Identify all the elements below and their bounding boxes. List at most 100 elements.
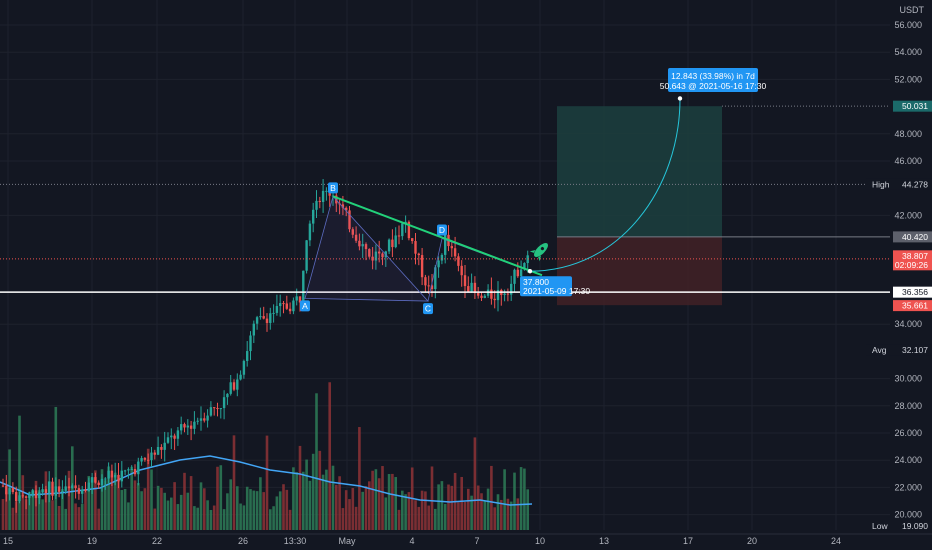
volume-bar bbox=[137, 483, 140, 530]
volume-bar bbox=[308, 480, 312, 530]
candle-body bbox=[123, 470, 127, 472]
volume-bar bbox=[216, 466, 219, 530]
candle-body bbox=[298, 296, 302, 303]
candle-body bbox=[94, 477, 97, 483]
volume-bar bbox=[443, 503, 447, 530]
candle-body bbox=[262, 316, 265, 319]
low-tag-bg bbox=[866, 520, 932, 532]
candle-body bbox=[361, 244, 364, 247]
price-tick-label: 22.000 bbox=[894, 482, 922, 492]
candle-body bbox=[411, 238, 414, 242]
candle-body bbox=[242, 360, 246, 375]
candle-body bbox=[8, 488, 11, 495]
candle-body bbox=[196, 420, 199, 422]
volume-bar bbox=[325, 469, 328, 530]
candle-body bbox=[133, 469, 137, 475]
candle-body bbox=[156, 447, 160, 455]
current-price-tag-bg bbox=[893, 250, 932, 271]
volume-bar bbox=[496, 494, 500, 530]
volume-bar bbox=[457, 502, 460, 530]
volume-bar bbox=[97, 508, 100, 530]
volume-bar bbox=[232, 435, 236, 530]
volume-bar bbox=[252, 490, 256, 530]
volume-bar bbox=[265, 435, 269, 530]
candle-body bbox=[252, 323, 255, 336]
pattern-triangle bbox=[304, 195, 429, 302]
candle-body bbox=[61, 490, 64, 492]
candle-body bbox=[77, 488, 81, 494]
candle-body bbox=[457, 256, 460, 266]
candle-body bbox=[312, 209, 315, 224]
volume-bar bbox=[450, 485, 454, 530]
candle-body bbox=[265, 318, 269, 323]
candle-body bbox=[107, 470, 110, 479]
candle-body bbox=[51, 481, 54, 496]
volume-bar bbox=[156, 485, 160, 530]
stop-tag-bg bbox=[893, 231, 932, 243]
candle-body bbox=[397, 235, 401, 237]
candle-body bbox=[186, 425, 189, 428]
volume-bar bbox=[434, 508, 437, 530]
low-tag-value: 19.090 bbox=[902, 521, 928, 531]
candle-body bbox=[219, 408, 222, 410]
candle-body bbox=[239, 374, 242, 380]
candle-body bbox=[28, 494, 31, 498]
candle-body bbox=[391, 239, 394, 248]
candle-body bbox=[483, 295, 486, 298]
volume-bar bbox=[447, 484, 450, 530]
volume-bar bbox=[209, 509, 213, 530]
volume-bar bbox=[321, 474, 325, 530]
volume-bar bbox=[120, 490, 124, 530]
candle-body bbox=[206, 415, 209, 421]
volume-bar bbox=[526, 489, 529, 530]
projection-end-dot bbox=[677, 96, 683, 101]
volume-bar bbox=[500, 499, 503, 530]
volume-bar bbox=[417, 506, 421, 530]
volume-bar bbox=[133, 480, 137, 530]
candle-body bbox=[21, 495, 24, 497]
candle-body bbox=[351, 229, 354, 235]
volume-bar bbox=[437, 484, 440, 530]
candle-body bbox=[368, 249, 371, 257]
candle-body bbox=[302, 270, 305, 303]
candle-body bbox=[288, 308, 292, 312]
volume-bar bbox=[113, 472, 117, 530]
volume-bar bbox=[226, 493, 229, 530]
candle-body bbox=[513, 269, 516, 284]
pattern-point-badge bbox=[328, 182, 338, 194]
high-tag-bg bbox=[866, 178, 932, 190]
volume-bar bbox=[282, 484, 285, 530]
candle-body bbox=[440, 254, 444, 261]
candle-body bbox=[160, 447, 163, 450]
entry-callout-box bbox=[520, 276, 572, 297]
volume-bar bbox=[170, 497, 173, 530]
volume-bar bbox=[199, 482, 203, 530]
volume-bar bbox=[430, 466, 434, 530]
candle-body bbox=[345, 207, 348, 211]
volume-moving-average bbox=[0, 455, 533, 506]
candle-body bbox=[378, 251, 381, 254]
candle-body bbox=[255, 317, 259, 324]
candle-body bbox=[193, 421, 196, 429]
volume-bar bbox=[460, 476, 463, 530]
volume-bar bbox=[467, 488, 470, 530]
volume-bar bbox=[486, 488, 490, 530]
volume-bar bbox=[74, 503, 77, 530]
volume-bar bbox=[186, 492, 190, 530]
volume-bar bbox=[245, 486, 249, 530]
target-tag-bg bbox=[893, 100, 932, 112]
volume-bar bbox=[110, 474, 114, 530]
candle-body bbox=[490, 289, 493, 299]
time-tick-label: 22 bbox=[152, 536, 162, 546]
volume-bar bbox=[189, 476, 193, 530]
volume-bar bbox=[146, 448, 150, 530]
pattern-point-label: C bbox=[425, 304, 431, 314]
volume-bar bbox=[311, 453, 315, 530]
candle-body bbox=[341, 204, 345, 208]
candle-body bbox=[269, 313, 272, 323]
volume-bar bbox=[153, 508, 157, 530]
candle-body bbox=[275, 306, 279, 313]
candle-body bbox=[130, 469, 133, 471]
time-axis: 15 19 22 26 13:30 May 4 7 10 13 17 20 24 bbox=[0, 533, 932, 546]
